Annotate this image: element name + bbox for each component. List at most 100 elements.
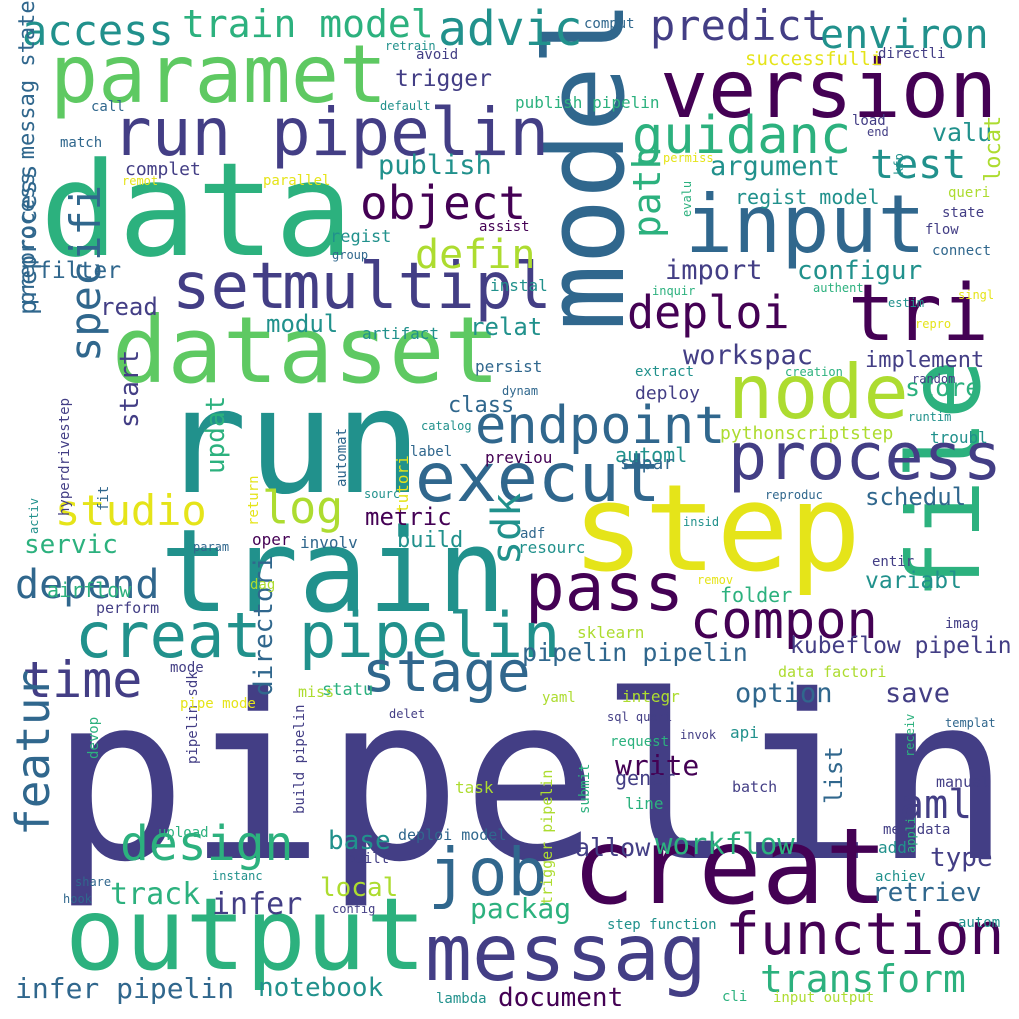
word-remot: remot [122, 174, 159, 188]
word-updat: updat [201, 395, 231, 474]
word-comput: comput [584, 16, 635, 32]
word-start: start [115, 349, 145, 428]
word-set: set [172, 250, 288, 324]
word-assist: assist [479, 219, 530, 235]
word-request: request [610, 734, 670, 750]
word-config: config [332, 902, 376, 916]
word-version: version [660, 43, 998, 136]
word-appli: appli [904, 816, 918, 853]
word-line: line [625, 794, 664, 813]
word-kfp: kfp [892, 153, 906, 175]
word-complet: complet [125, 159, 201, 180]
word-class: class [448, 393, 515, 418]
word-invok: invok [680, 728, 717, 742]
word-pythonscriptstep: pythonscriptstep [720, 423, 894, 444]
word-evalu: evalu [680, 180, 694, 217]
word-defin: defin [415, 232, 536, 278]
word-group: group [332, 248, 369, 262]
word-valu: valu [932, 118, 993, 147]
word-function: function [725, 900, 1005, 968]
word-infer: infer [212, 887, 303, 922]
word-locat: locat [981, 115, 1006, 182]
word-time: time [22, 651, 143, 709]
word-job: job [428, 834, 548, 911]
word-list: list [820, 746, 848, 804]
word-path: path [625, 146, 669, 238]
word-implement: implement [865, 348, 985, 373]
word-multipl: multipl [282, 250, 552, 324]
word-call: call [91, 99, 125, 115]
word-guidanc: guidanc [632, 106, 852, 166]
word-messag: messag [425, 909, 707, 999]
word-sklearn: sklearn [577, 623, 645, 642]
word-persist: persist [475, 357, 543, 376]
word-successfulli: successfulli [745, 48, 883, 70]
word-local: local [320, 873, 399, 903]
word-load: load [852, 113, 886, 129]
word-state: state [942, 205, 985, 221]
word-option: option [735, 678, 833, 709]
word-activ: activ [27, 497, 41, 534]
word-track: track [110, 877, 201, 912]
word-fit: fit [96, 485, 112, 511]
word-perform: perform [96, 599, 160, 617]
word-write: write [615, 749, 700, 782]
word-folder: folder [720, 583, 793, 607]
word-input-output: input output [773, 990, 875, 1006]
word-output: output [65, 876, 427, 993]
word-avoid: avoid [416, 47, 459, 63]
word-featur: featur [6, 669, 60, 836]
word-involv: involv [300, 533, 358, 552]
word-store: store [905, 373, 981, 402]
word-return: return [246, 475, 262, 526]
word-metric: metric [365, 503, 452, 531]
word-connect: connect [932, 243, 992, 259]
word-separ: separ [620, 453, 675, 474]
word-pipelin-pipelin: pipelin pipelin [522, 638, 748, 667]
word-step-function: step function [607, 917, 717, 933]
word-trigger-pipelin: trigger pipelin [538, 769, 556, 905]
word-base: base [328, 826, 391, 856]
word-task: task [455, 778, 494, 797]
word-depend: depend [15, 562, 160, 608]
word-dynam: dynam [502, 384, 539, 398]
word-publish: publish [378, 150, 492, 181]
word-gener: gener [615, 766, 676, 790]
word-extract: extract [635, 364, 695, 380]
word-random: random [912, 372, 956, 386]
word-singl: singl [958, 288, 995, 302]
word-data: data [40, 134, 354, 286]
word-infer-pipelin: infer pipelin [15, 972, 235, 1005]
word-miss: miss [298, 683, 335, 701]
word-step: step [572, 460, 861, 599]
word-flow: flow [925, 222, 959, 238]
word-process: process [728, 420, 1002, 495]
word-publish-pipelin: publish pipelin [515, 93, 660, 112]
word-document: document [498, 983, 624, 1013]
word-pipe-mode: pipe mode [180, 696, 256, 712]
word-filter: filter [38, 258, 122, 284]
word-compon: compon [690, 591, 878, 651]
word-reproduc: reproduc [765, 488, 823, 502]
word-modul: modul [266, 310, 339, 338]
word-receiv: receiv [903, 713, 917, 757]
word-dataset: dataset [112, 297, 500, 404]
word-devop: devop [86, 716, 102, 759]
word-entir: entir [872, 554, 915, 570]
word-kubeflow-pipelin: kubeflow pipelin [790, 633, 1012, 659]
word-node: node [728, 348, 909, 436]
word-allow: allow [575, 833, 651, 862]
word-param: param [193, 540, 230, 554]
word-share: share [75, 875, 112, 889]
word-dag: dag [250, 577, 276, 593]
word-mode: mode [170, 660, 204, 676]
word-metadata: metadata [883, 822, 951, 838]
word-notebook: notebook [258, 973, 384, 1003]
word-label: label [410, 444, 453, 460]
word-input: input [685, 178, 926, 271]
word-servic: servic [24, 530, 118, 560]
word-run: run [160, 358, 422, 527]
word-advic: advic [438, 1, 583, 57]
word-statu: statu [322, 680, 374, 700]
